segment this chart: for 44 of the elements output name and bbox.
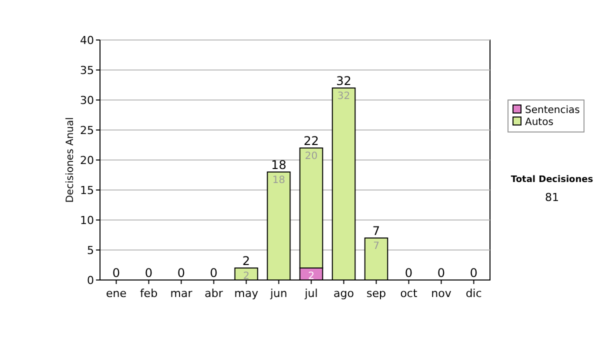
data-label: 2: [308, 271, 314, 282]
legend-label: Autos: [525, 117, 554, 128]
y-axis-title: Decisiones Anual: [65, 117, 76, 203]
x-tick-label: abr: [204, 287, 224, 300]
x-tick-label: sep: [366, 287, 386, 300]
y-tick-label: 5: [87, 244, 94, 257]
y-tick-label: 10: [80, 214, 94, 227]
x-tick-label: oct: [400, 287, 418, 300]
total-label: 2: [242, 254, 250, 268]
x-tick-label: ene: [106, 287, 127, 300]
total-label: 0: [404, 266, 413, 280]
total-label: 0: [112, 266, 120, 280]
y-tick-label: 35: [80, 64, 94, 77]
x-tick-label: jun: [269, 287, 288, 300]
data-label: 2: [243, 271, 250, 282]
y-tick-label: 40: [80, 34, 94, 47]
total-label: 0: [437, 266, 446, 280]
y-tick-label: 0: [87, 274, 94, 287]
total-label: 7: [372, 224, 380, 238]
x-tick-label: ago: [334, 287, 354, 300]
y-tick-label: 30: [80, 94, 94, 107]
text: 81: [545, 191, 559, 204]
total-label: 0: [470, 266, 478, 280]
y-tick-label: 20: [80, 154, 94, 167]
x-tick-label: nov: [431, 287, 452, 300]
legend-label: Sentencias: [525, 105, 580, 116]
x-tick-label: jul: [304, 287, 318, 300]
total-label: 32: [336, 74, 352, 88]
x-tick-label: may: [234, 287, 259, 300]
y-tick-label: 25: [80, 124, 94, 137]
total-label: 0: [177, 266, 186, 280]
total-label: 22: [304, 134, 319, 148]
data-label: 32: [337, 91, 350, 102]
data-label: 18: [272, 175, 286, 186]
x-tick-label: mar: [170, 287, 193, 300]
x-tick-label: dic: [466, 287, 482, 300]
data-label: 7: [373, 241, 380, 252]
data-label: 20: [304, 151, 318, 162]
total-label: 0: [144, 266, 153, 280]
x-tick-label: feb: [140, 287, 158, 300]
total-label: 18: [271, 158, 286, 172]
text: Total Decisiones: [510, 175, 594, 185]
y-tick-label: 15: [80, 184, 94, 197]
total-label: 0: [210, 266, 218, 280]
